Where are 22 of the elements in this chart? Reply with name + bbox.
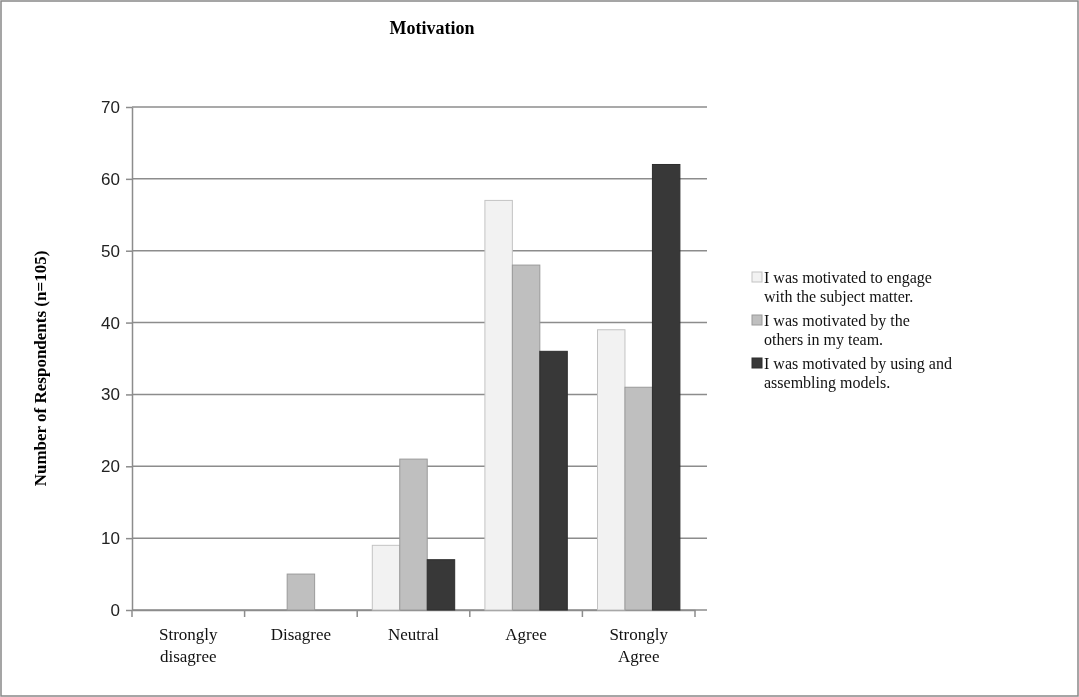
y-tick-label: 10	[101, 529, 120, 549]
x-tick-label: Neutral	[388, 625, 440, 644]
x-tick-label: Strongly disagree	[159, 625, 219, 666]
y-tick-label: 30	[101, 385, 120, 405]
y-axis-title: Number of Respondents (n=105)	[31, 250, 50, 487]
y-tick-label: 70	[101, 97, 120, 117]
legend-label: I was motivated by the others in my team.	[764, 312, 910, 349]
bar	[539, 350, 568, 611]
y-tick-label: 40	[101, 313, 120, 333]
bar	[426, 559, 456, 611]
y-tick-label: 50	[101, 241, 120, 261]
y-tick-label: 20	[101, 457, 120, 477]
bar	[651, 163, 681, 611]
bar	[286, 573, 316, 611]
y-tick-label: 0	[110, 600, 120, 620]
y-tick-label: 60	[101, 169, 120, 189]
x-tick-label: Agree	[505, 625, 547, 644]
x-tick-label: Strongly Agree	[609, 625, 669, 666]
legend-label: I was motivated to engage with the subject matter.	[764, 269, 932, 306]
legend-label: I was motivated by using and assembling models.	[764, 355, 952, 392]
x-tick-label: Disagree	[270, 625, 332, 644]
chart-title: Motivation	[389, 18, 475, 38]
